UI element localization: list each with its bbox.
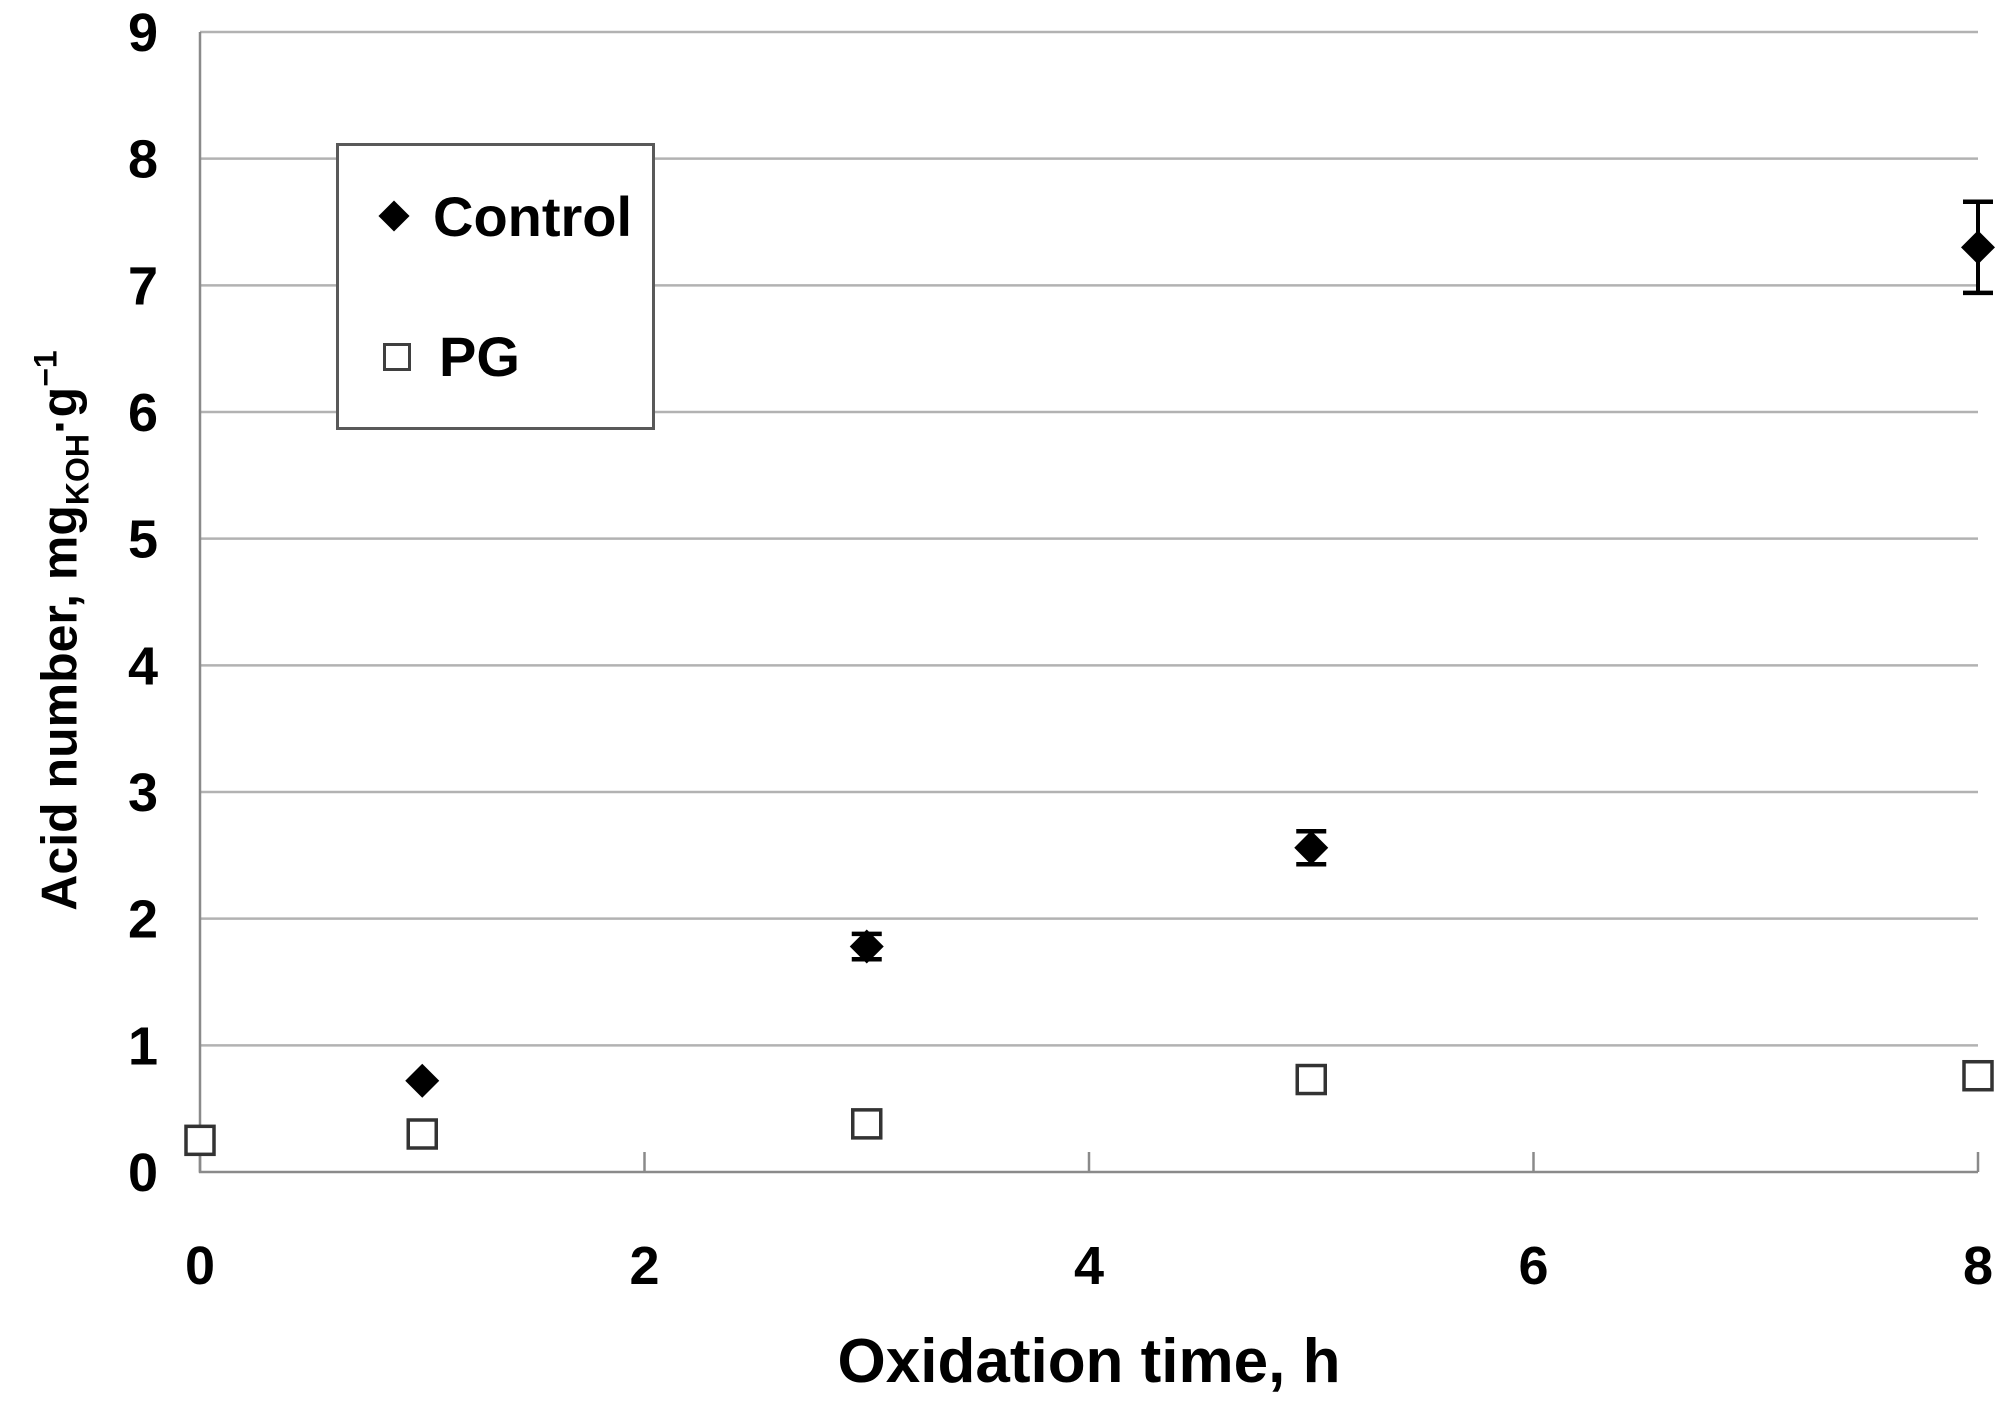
y-axis-title-main: Acid number, mg — [31, 504, 88, 911]
legend-label-pg: PG — [439, 325, 520, 389]
y-tick-label: 4 — [128, 636, 158, 696]
x-axis-title: Oxidation time, h — [837, 1327, 1341, 1396]
data-point-pg — [1295, 1063, 1327, 1096]
y-tick-label: 7 — [128, 256, 158, 316]
data-point-pg — [1962, 1059, 1994, 1092]
data-point-control — [405, 1063, 440, 1098]
x-tick-label: 0 — [185, 1236, 215, 1296]
x-tick-label: 2 — [629, 1236, 659, 1296]
x-tick-label: 8 — [1963, 1236, 1993, 1296]
data-point-pg — [184, 1124, 216, 1157]
legend: Control PG — [336, 143, 655, 430]
legend-item-control: Control — [339, 146, 652, 287]
y-axis-title-superscript: −1 — [27, 349, 64, 387]
data-point-pg — [406, 1118, 438, 1150]
pg-square-icon — [383, 342, 411, 371]
legend-label-control: Control — [433, 184, 633, 248]
data-point-pg — [851, 1108, 883, 1140]
y-axis-title-mid: ·g — [31, 386, 88, 434]
legend-item-pg: PG — [339, 287, 652, 428]
y-tick-label: 3 — [128, 763, 158, 823]
y-tick-label: 5 — [128, 510, 158, 570]
y-tick-label: 1 — [128, 1016, 158, 1076]
y-axis-title: Acid number, mgKOH·g−1 — [6, 170, 118, 1090]
y-tick-label: 6 — [128, 383, 158, 443]
x-tick-label: 4 — [1074, 1236, 1104, 1296]
y-tick-label: 0 — [128, 1143, 158, 1203]
y-axis-title-text: Acid number, mgKOH·g−1 — [28, 350, 97, 910]
y-tick-label: 9 — [128, 3, 158, 63]
data-point-control — [1294, 830, 1329, 865]
y-axis-title-subscript: KOH — [59, 433, 96, 505]
data-point-control — [1961, 230, 1995, 265]
data-point-control — [849, 929, 884, 964]
x-tick-label: 6 — [1518, 1236, 1548, 1296]
y-tick-label: 2 — [128, 890, 158, 950]
y-tick-label: 8 — [128, 130, 158, 190]
control-diamond-icon — [378, 200, 410, 232]
